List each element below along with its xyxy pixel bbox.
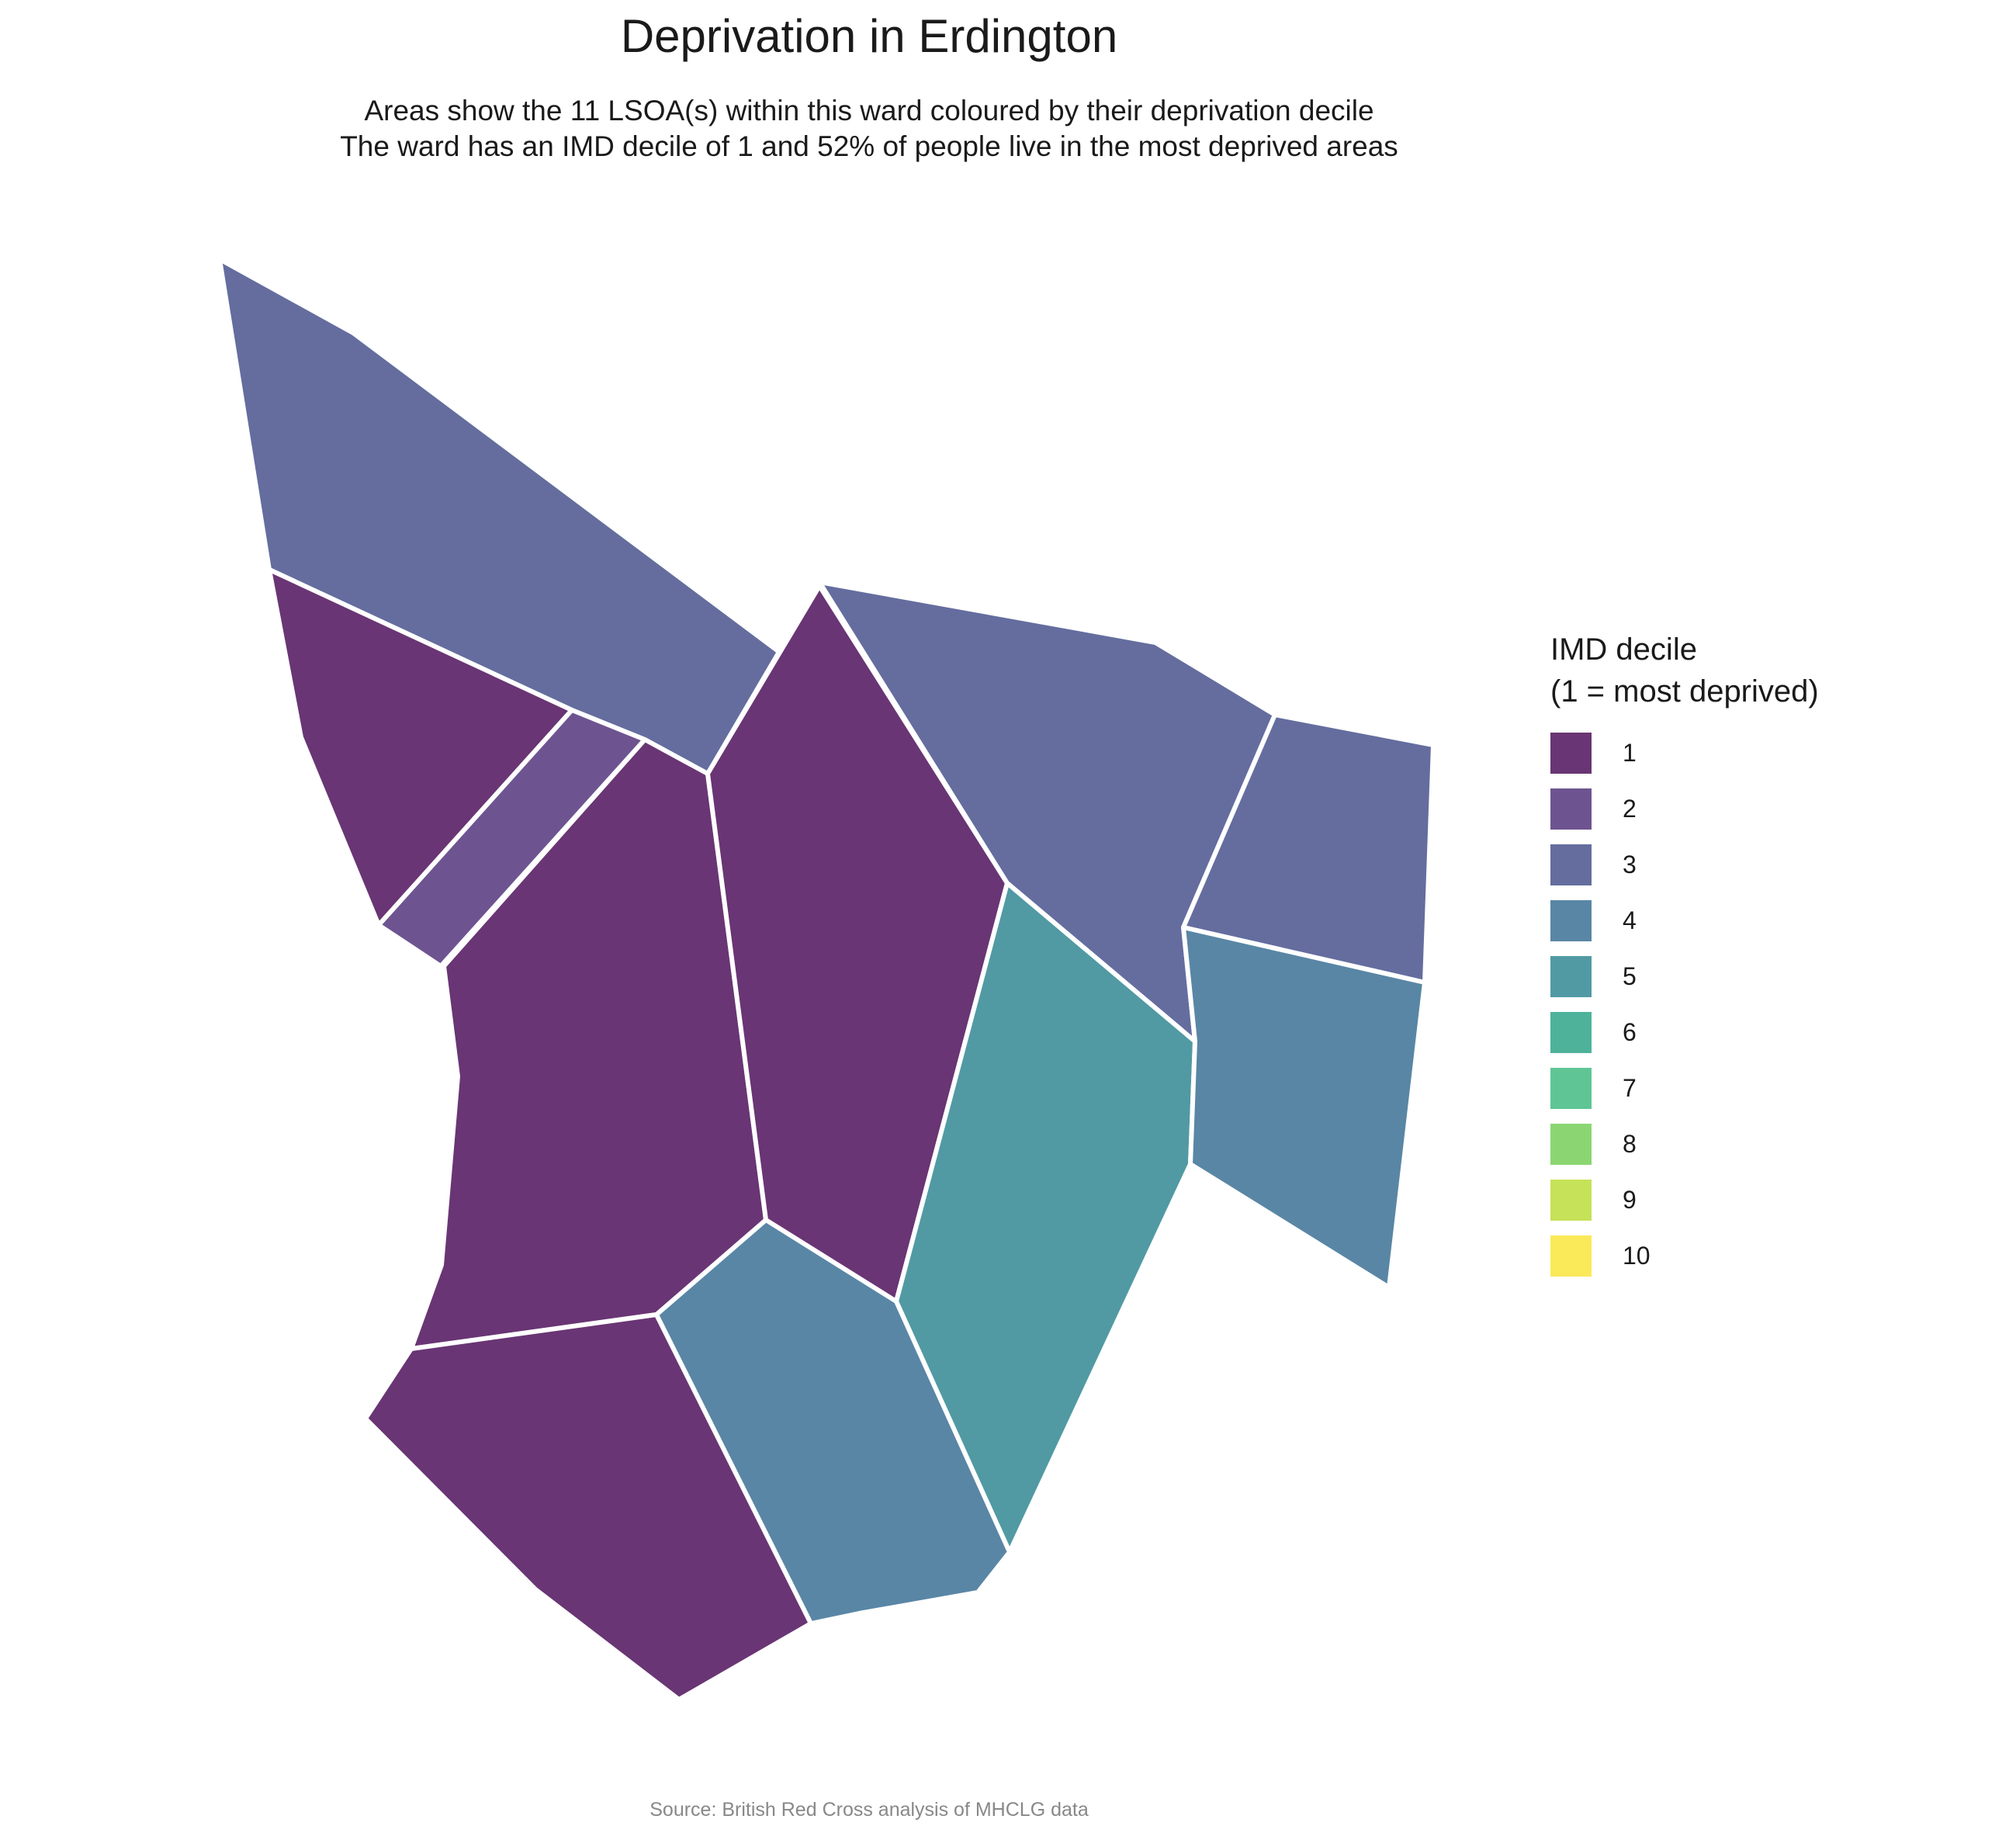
legend-item-1: 1 xyxy=(1550,733,1819,788)
legend-title: IMD decile (1 = most deprived) xyxy=(1550,629,1819,712)
legend-item-6: 6 xyxy=(1550,1012,1819,1068)
legend-list: 1 2 3 4 5 6 7 8 9 10 xyxy=(1550,733,1819,1291)
legend-label: 6 xyxy=(1623,1018,1637,1046)
legend-swatch xyxy=(1550,733,1592,774)
legend-label: 7 xyxy=(1623,1074,1637,1102)
legend-label: 4 xyxy=(1623,906,1637,934)
legend-label: 3 xyxy=(1623,851,1637,878)
legend-item-4: 4 xyxy=(1550,900,1819,956)
legend-swatch xyxy=(1550,1235,1592,1277)
legend-swatch xyxy=(1550,788,1592,830)
legend-label: 5 xyxy=(1623,962,1637,990)
map-title: Deprivation in Erdington xyxy=(620,10,1118,62)
map-subtitle-line-2: The ward has an IMD decile of 1 and 52% … xyxy=(340,130,1398,162)
legend-label: 2 xyxy=(1623,795,1637,823)
legend-item-7: 7 xyxy=(1550,1068,1819,1124)
legend-swatch xyxy=(1550,900,1592,941)
legend-label: 8 xyxy=(1623,1130,1637,1158)
legend-title-line-2: (1 = most deprived) xyxy=(1550,674,1819,709)
source-caption: Source: British Red Cross analysis of MH… xyxy=(649,1799,1089,1821)
legend-item-3: 3 xyxy=(1550,844,1819,900)
legend-label: 10 xyxy=(1623,1242,1651,1270)
legend-item-5: 5 xyxy=(1550,956,1819,1012)
legend: IMD decile (1 = most deprived) 1 2 3 4 5… xyxy=(1550,629,1819,1291)
legend-label: 1 xyxy=(1623,739,1637,767)
legend-item-2: 2 xyxy=(1550,788,1819,844)
legend-item-8: 8 xyxy=(1550,1124,1819,1180)
legend-swatch xyxy=(1550,1012,1592,1053)
lsoa-far-east-lower[interactable] xyxy=(1181,925,1427,1290)
lsoa-east-middle[interactable] xyxy=(894,881,1197,1554)
legend-label: 9 xyxy=(1623,1186,1637,1214)
legend-item-10: 10 xyxy=(1550,1235,1819,1291)
lsoa-west-strip[interactable] xyxy=(376,708,647,968)
legend-swatch xyxy=(1550,1124,1592,1165)
legend-swatch xyxy=(1550,956,1592,997)
lsoa-south-central[interactable] xyxy=(654,1218,1012,1626)
legend-swatch xyxy=(1550,1180,1592,1221)
legend-swatch xyxy=(1550,1068,1592,1109)
legend-swatch xyxy=(1550,844,1592,885)
legend-item-9: 9 xyxy=(1550,1180,1819,1235)
legend-title-line-1: IMD decile xyxy=(1550,632,1697,667)
map-subtitle-line-1: Areas show the 11 LSOA(s) within this wa… xyxy=(364,95,1374,126)
